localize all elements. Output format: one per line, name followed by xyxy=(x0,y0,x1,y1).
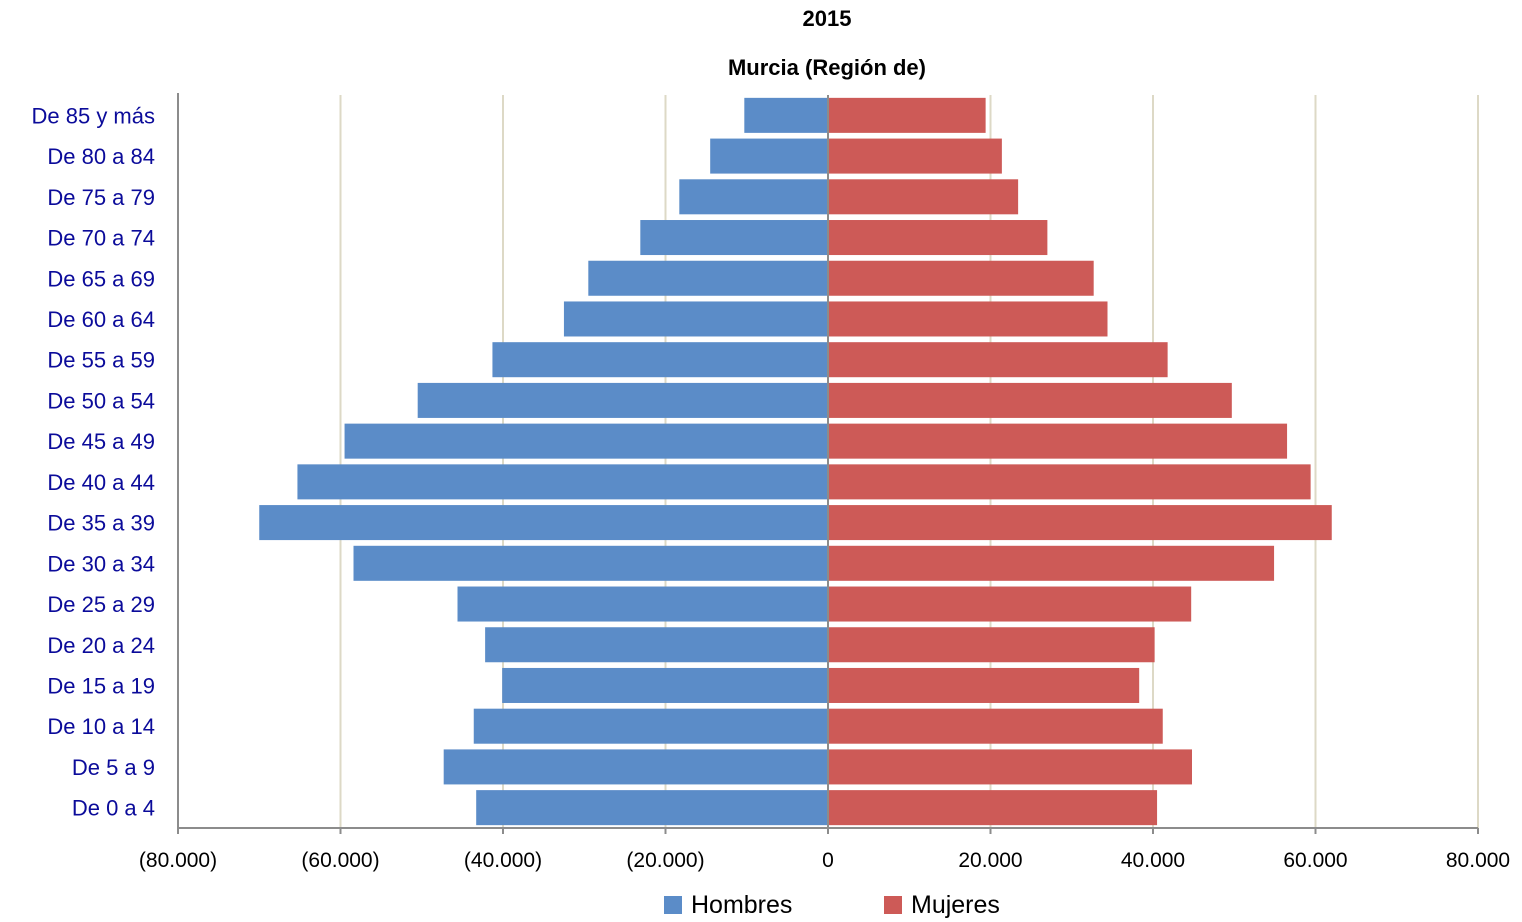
bar-hombres xyxy=(259,505,828,541)
category-label: De 10 a 14 xyxy=(47,714,155,739)
chart-title: 2015 xyxy=(803,6,852,31)
bar-hombres xyxy=(563,301,828,337)
x-tick-label: (40.000) xyxy=(464,849,542,872)
bar-hombres xyxy=(588,260,828,296)
category-label: De 0 a 4 xyxy=(72,796,155,821)
bar-hombres xyxy=(679,179,828,215)
bar-hombres xyxy=(297,464,828,500)
bar-hombres xyxy=(457,586,828,622)
bar-mujeres xyxy=(828,545,1275,581)
bar-hombres xyxy=(473,708,828,744)
legend: Hombres Mujeres xyxy=(664,891,1000,919)
bar-mujeres xyxy=(828,342,1168,378)
category-label: De 60 a 64 xyxy=(47,307,155,332)
x-tick-label: 0 xyxy=(822,849,834,872)
bar-hombres xyxy=(640,220,828,256)
bar-hombres xyxy=(502,667,828,703)
category-label: De 80 a 84 xyxy=(47,144,155,169)
legend-swatch-mujeres xyxy=(884,896,902,914)
x-tick-labels: (80.000) (60.000) (40.000) (20.000) 0 20.000 4… xyxy=(139,849,1510,872)
category-label: De 70 a 74 xyxy=(47,226,155,251)
bar-mujeres xyxy=(828,382,1232,418)
category-label: De 55 a 59 xyxy=(47,348,155,373)
bar-mujeres xyxy=(828,260,1094,296)
bar-mujeres xyxy=(828,790,1158,826)
bar-hombres xyxy=(744,97,828,133)
category-label: De 35 a 39 xyxy=(47,511,155,536)
category-labels: De 85 y más De 80 a 84 De 75 a 79 De 70 a 7… xyxy=(32,103,156,820)
legend-label-mujeres: Mujeres xyxy=(911,891,1000,919)
bar-hombres xyxy=(344,423,828,459)
legend-swatch-hombres xyxy=(664,896,682,914)
category-label: De 65 a 69 xyxy=(47,266,155,291)
category-label: De 85 y más xyxy=(32,103,156,128)
bar-mujeres xyxy=(828,138,1002,174)
category-label: De 15 a 19 xyxy=(47,673,155,698)
bar-mujeres xyxy=(828,586,1192,622)
category-label: De 30 a 34 xyxy=(47,551,155,576)
bar-mujeres xyxy=(828,179,1019,215)
legend-label-hombres: Hombres xyxy=(691,891,792,919)
category-label: De 45 a 49 xyxy=(47,429,155,454)
axes xyxy=(177,93,1479,834)
bar-hombres xyxy=(492,342,828,378)
x-tick-label: 60.000 xyxy=(1283,849,1347,872)
x-tick-label: 80.000 xyxy=(1446,849,1510,872)
x-tick-label: 20.000 xyxy=(958,849,1022,872)
x-tick-label: (80.000) xyxy=(139,849,217,872)
bar-hombres xyxy=(417,382,828,418)
x-tick-label: (60.000) xyxy=(301,849,379,872)
bar-mujeres xyxy=(828,627,1155,663)
category-label: De 40 a 44 xyxy=(47,470,155,495)
bars xyxy=(259,97,1332,826)
bar-mujeres xyxy=(828,301,1108,337)
grid-lines xyxy=(177,95,1479,828)
category-label: De 25 a 29 xyxy=(47,592,155,617)
bar-hombres xyxy=(710,138,828,174)
category-label: De 50 a 54 xyxy=(47,388,155,413)
bar-hombres xyxy=(443,749,828,785)
bar-hombres xyxy=(485,627,828,663)
category-label: De 5 a 9 xyxy=(72,755,155,780)
bar-mujeres xyxy=(828,667,1140,703)
bar-mujeres xyxy=(828,220,1048,256)
bar-mujeres xyxy=(828,505,1332,541)
category-label: De 75 a 79 xyxy=(47,185,155,210)
category-label: De 20 a 24 xyxy=(47,633,155,658)
x-tick-label: 40.000 xyxy=(1121,849,1185,872)
chart-subtitle: Murcia (Región de) xyxy=(728,55,926,80)
bar-hombres xyxy=(353,545,828,581)
bar-mujeres xyxy=(828,464,1311,500)
x-tick-label: (20.000) xyxy=(626,849,704,872)
bar-mujeres xyxy=(828,423,1288,459)
bar-mujeres xyxy=(828,97,986,133)
bar-mujeres xyxy=(828,708,1163,744)
bar-mujeres xyxy=(828,749,1192,785)
bar-hombres xyxy=(476,790,828,826)
